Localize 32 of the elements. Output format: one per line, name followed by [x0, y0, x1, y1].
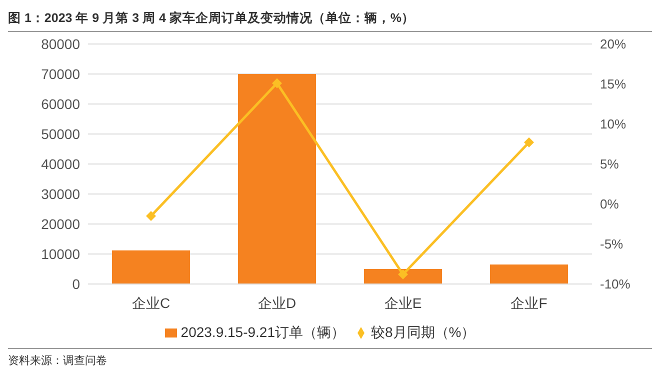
x-tick-label: 企业D	[258, 294, 296, 311]
y-tick-label: 30000	[41, 186, 80, 202]
x-tick-label: 企业F	[510, 294, 548, 311]
y-tick-label: 80000	[41, 36, 80, 52]
y2-tick-label: 5%	[600, 156, 620, 172]
text: 资料来源：调查问卷	[8, 354, 108, 368]
point	[272, 78, 282, 88]
point	[524, 137, 534, 148]
bar	[364, 269, 442, 284]
legend-label: 2023.9.15-9.21订单（辆）	[180, 324, 345, 340]
bar	[238, 74, 316, 284]
bar	[112, 250, 190, 284]
legend-label: 较8月同期（%）	[370, 324, 476, 340]
y-tick-label: 40000	[41, 156, 80, 172]
point	[398, 269, 408, 280]
y2-tick-label: 15%	[600, 76, 626, 92]
chart-title: 图 1：2023 年 9 月第 3 周 4 家车企周订单及变动情况（单位：辆，%）	[8, 8, 652, 32]
y-tick-label: 60000	[41, 96, 80, 112]
y2-tick-label: 20%	[600, 36, 626, 52]
y2-tick-label: 10%	[600, 116, 626, 132]
bar	[490, 264, 568, 284]
y2-tick-label: -10%	[600, 276, 631, 292]
x-tick-label: 企业C	[132, 294, 170, 311]
y2-tick-label: -5%	[600, 236, 624, 252]
y-tick-label: 10000	[41, 246, 80, 262]
x-tick-label: 企业E	[384, 294, 422, 311]
y-tick-label: 0	[72, 276, 80, 292]
y2-tick-label: 0%	[600, 196, 620, 212]
y-tick-label: 70000	[41, 66, 80, 82]
y-tick-label: 50000	[41, 126, 80, 142]
point	[146, 211, 156, 221]
y-tick-label: 20000	[41, 216, 80, 232]
